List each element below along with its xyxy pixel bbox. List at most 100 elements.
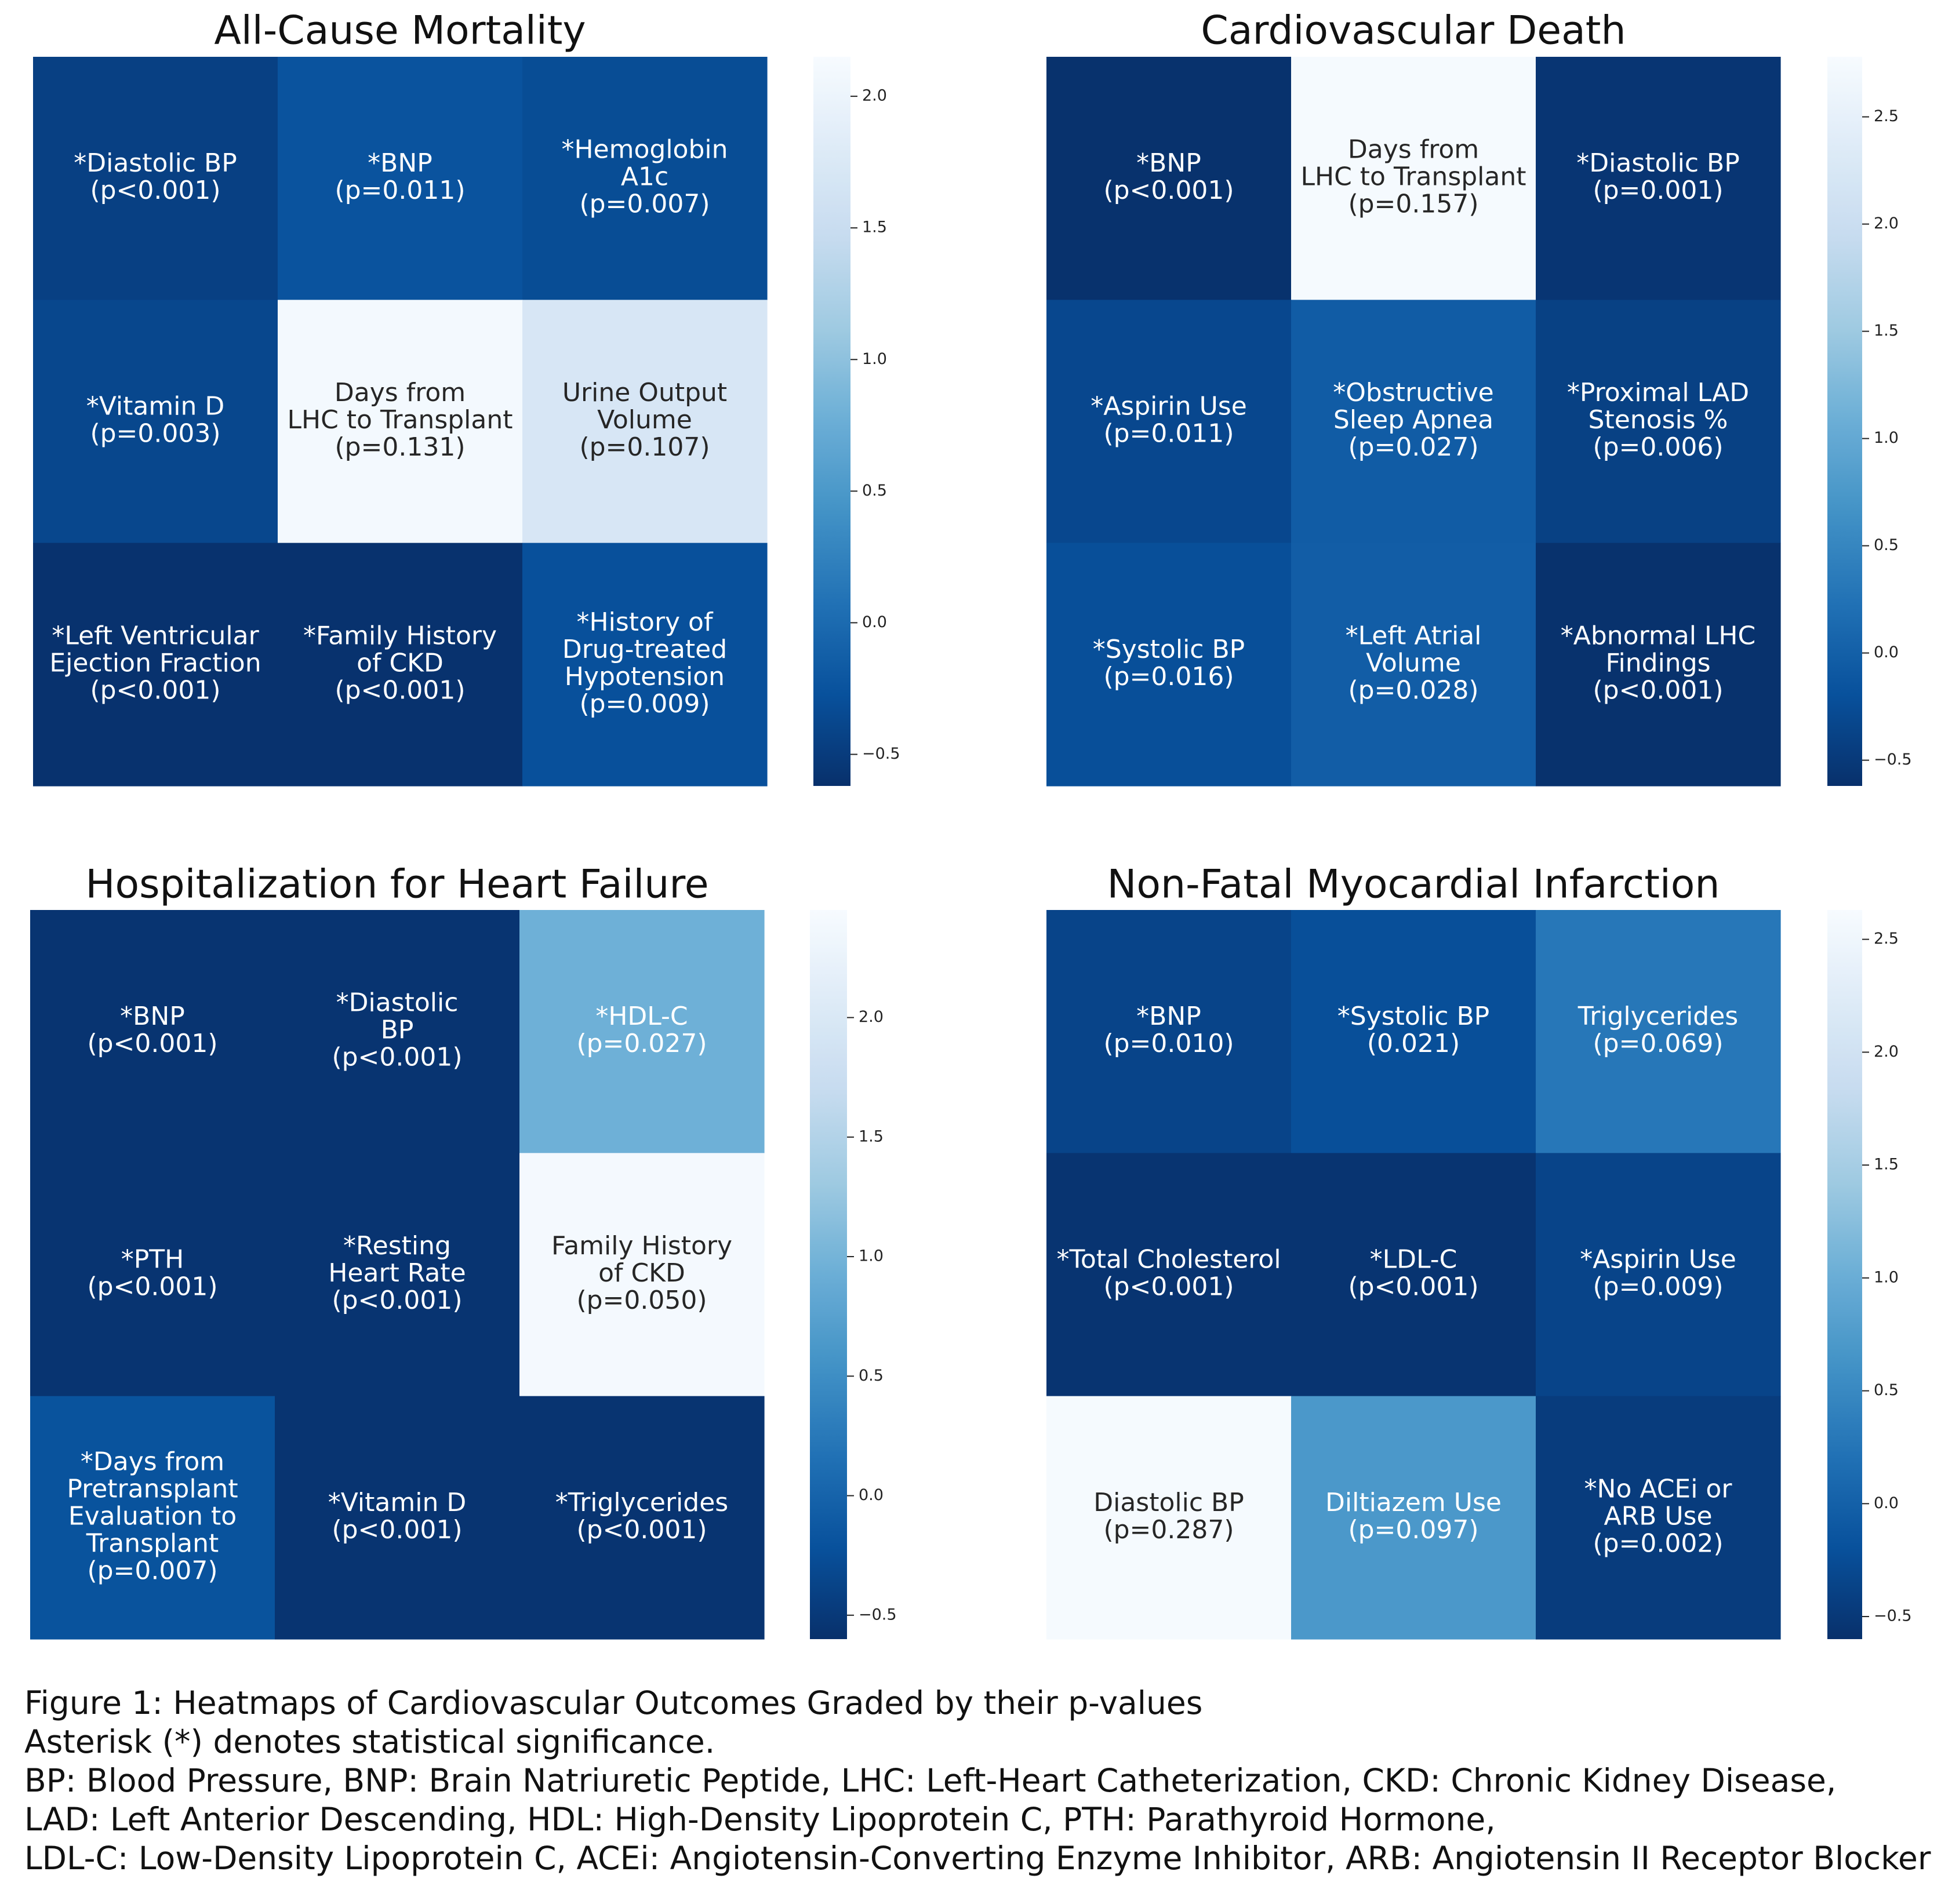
cell-label: Diltiazem Use (p=0.097): [1325, 1488, 1502, 1545]
heatmap-cell: [1291, 300, 1536, 544]
cell-label: Diastolic BP (p=0.287): [1093, 1488, 1244, 1545]
cell-label: *BNP (p=0.011): [335, 148, 465, 205]
cell-label: *Diastolic BP (p=0.001): [1576, 148, 1740, 205]
colorbar: [813, 57, 850, 786]
colorbar-tick-label: 0.0: [1874, 1494, 1899, 1512]
heatmap-cell: [275, 1153, 520, 1397]
heatmap-figure: All-Cause Mortality *Diastolic BP (p<0.001…: [30, 8, 1912, 1640]
colorbar-tick-label: 0.0: [859, 1486, 884, 1504]
cell-label: *Left Atrial Volume (p=0.028): [1346, 621, 1482, 705]
cell-label: Days from LHC to Transplant (p=0.157): [1301, 135, 1526, 219]
caption-line-1: Figure 1: Heatmaps of Cardiovascular Out…: [24, 1684, 1203, 1721]
cell-label: *LDL-C (p<0.001): [1348, 1245, 1478, 1302]
cell-label: *BNP (p<0.001): [87, 1002, 217, 1058]
heatmap-cell: [1046, 1396, 1292, 1640]
heatmap-cell: [1536, 1153, 1781, 1397]
colorbar-tick-label: −0.5: [1874, 751, 1912, 769]
colorbar-tick-label: 1.5: [1874, 1156, 1899, 1174]
cell-label: Urine Output Volume (p=0.107): [562, 378, 727, 462]
colorbar: [1827, 57, 1862, 786]
colorbar-tick-label: 1.0: [859, 1247, 884, 1265]
cell-label: *Hemoglobin A1c (p=0.007): [561, 135, 728, 219]
heatmap-panel: Hospitalization for Heart Failure *BNP (p<…: [30, 862, 897, 1640]
caption-line-3: BP: Blood Pressure, BNP: Brain Natriuret…: [24, 1762, 1837, 1799]
heatmap-cell: [275, 1396, 520, 1640]
heatmap-cell: [30, 910, 275, 1153]
heatmap-cell: [1291, 57, 1536, 300]
caption-line-2: Asterisk (*) denotes statistical signifi…: [24, 1723, 715, 1760]
heatmap-panel: All-Cause Mortality *Diastolic BP (p<0.001…: [33, 8, 900, 787]
cell-label: *BNP (p=0.010): [1103, 1002, 1234, 1058]
colorbar-tick-label: 0.0: [862, 613, 887, 631]
colorbar-tick-label: 2.0: [862, 87, 887, 105]
cell-label: *Abnormal LHC Findings (p<0.001): [1561, 621, 1756, 705]
panel-title: All-Cause Mortality: [214, 8, 586, 54]
heatmap-cell: [30, 1153, 275, 1397]
heatmap-cell: [1046, 300, 1292, 544]
heatmap-cell: [1291, 910, 1536, 1153]
heatmap-panel: Non-Fatal Myocardial Infarction *BNP (p=0.…: [1046, 862, 1912, 1640]
colorbar-tick-label: −0.5: [862, 745, 900, 763]
heatmap-cell: [1291, 1153, 1536, 1397]
colorbar-tick-label: 2.5: [1874, 107, 1899, 125]
cell-label: *Vitamin D (p<0.001): [328, 1488, 466, 1545]
heatmap-cell: [1536, 57, 1781, 300]
heatmap-cell: [1046, 543, 1292, 787]
colorbar-tick-label: 1.5: [859, 1127, 884, 1145]
heatmap-cell: [1536, 910, 1781, 1153]
colorbar-tick-label: 0.5: [1874, 536, 1899, 554]
heatmap-cell: [33, 300, 278, 544]
colorbar-tick-label: 2.0: [1874, 214, 1899, 232]
cell-label: *HDL-C (p=0.027): [576, 1002, 707, 1058]
heatmap-cell: [1046, 1153, 1292, 1397]
cell-label: *No ACEi or ARB Use (p=0.002): [1584, 1474, 1733, 1558]
heatmap-cell: [1046, 910, 1292, 1153]
cell-label: *Diastolic BP (p<0.001): [332, 988, 462, 1072]
cell-label: *Triglycerides (p<0.001): [555, 1488, 728, 1545]
colorbar: [810, 910, 847, 1639]
heatmap-cell: [1291, 1396, 1536, 1640]
colorbar-tick-label: 1.0: [1874, 429, 1899, 447]
cell-label: *Proximal LAD Stenosis % (p=0.006): [1567, 378, 1749, 462]
cell-label: *Aspirin Use (p=0.011): [1091, 392, 1247, 449]
heatmap-cell: [522, 543, 768, 787]
heatmap-cell: [1046, 57, 1292, 300]
cell-label: *Family History of CKD (p<0.001): [303, 621, 497, 705]
colorbar-tick-label: 2.5: [1874, 930, 1899, 948]
cell-label: *Total Cholesterol (p<0.001): [1056, 1245, 1281, 1302]
panel-title: Hospitalization for Heart Failure: [85, 862, 708, 908]
caption-line-5: LDL-C: Low-Density Lipoprotein C, ACEi: …: [24, 1840, 1931, 1877]
colorbar-tick-label: 0.5: [859, 1367, 884, 1385]
heatmap-cell: [522, 57, 768, 300]
colorbar-tick-label: 0.5: [1874, 1381, 1899, 1399]
caption-line-4: LAD: Left Anterior Descending, HDL: High…: [24, 1801, 1496, 1838]
colorbar-tick-label: 1.5: [1874, 322, 1899, 340]
colorbar-tick-label: 0.0: [1874, 643, 1899, 661]
cell-label: *Obstructive Sleep Apnea (p=0.027): [1333, 378, 1494, 462]
colorbar: [1827, 910, 1862, 1639]
cell-label: Family History of CKD (p=0.050): [551, 1231, 732, 1315]
panel-title: Non-Fatal Myocardial Infarction: [1107, 862, 1720, 908]
cell-label: Triglycerides (p=0.069): [1577, 1002, 1738, 1058]
cell-label: *History of Drug-treated Hypotension (p=0.0…: [562, 607, 727, 719]
heatmap-cell: [1536, 1396, 1781, 1640]
heatmap-cell: [278, 543, 523, 787]
cell-label: *BNP (p<0.001): [1103, 148, 1234, 205]
heatmap-panel: Cardiovascular Death *BNP (p<0.001) Days fr…: [1046, 8, 1912, 787]
heatmap-cell: [278, 57, 523, 300]
heatmap-cell: [275, 910, 520, 1153]
cell-label: *Aspirin Use (p=0.009): [1580, 1245, 1736, 1302]
cell-label: Days from LHC to Transplant (p=0.131): [288, 378, 513, 462]
colorbar-tick-label: 2.0: [1874, 1043, 1899, 1061]
cell-label: *Systolic BP (p=0.016): [1093, 635, 1245, 691]
cell-label: *PTH (p<0.001): [87, 1245, 217, 1302]
colorbar-tick-label: 0.5: [862, 482, 887, 500]
colorbar-tick-label: 1.0: [862, 350, 887, 368]
heatmap-cell: [33, 57, 278, 300]
heatmap-cell: [1291, 543, 1536, 787]
colorbar-tick-label: 1.5: [862, 219, 887, 236]
colorbar-tick-label: 1.0: [1874, 1268, 1899, 1286]
colorbar-tick-label: 2.0: [859, 1008, 884, 1026]
heatmap-cell: [278, 300, 523, 544]
cell-label: *Resting Heart Rate (p<0.001): [328, 1231, 466, 1315]
